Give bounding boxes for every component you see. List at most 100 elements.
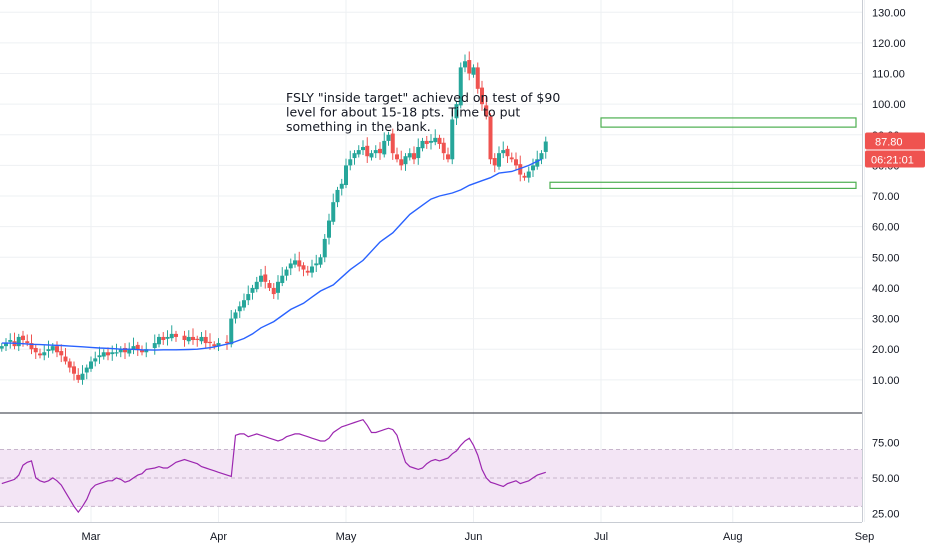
candle-body [369,153,374,158]
candle-body [110,352,115,355]
rsi-pane [0,412,862,514]
candle [16,333,21,352]
candle [195,335,200,347]
candle [386,131,391,146]
candle-body [429,140,433,143]
candle [250,284,255,300]
candle-body [514,159,518,166]
candle-body [463,61,467,68]
candle-body [518,164,523,175]
candle [433,129,438,146]
candle-body [531,165,535,171]
candle [110,345,115,361]
candle [76,368,81,383]
candle-body [505,148,510,157]
candle-body [407,153,412,158]
candle [458,62,463,109]
candle [322,234,327,263]
price-tick-label: 40.00 [872,283,900,295]
candle [446,147,450,163]
candle [157,333,161,348]
candle [403,153,408,171]
candle-body [80,373,85,380]
candle-body [165,336,170,339]
time-tick-label: Mar [82,531,101,543]
candle [271,283,276,299]
candle-body [16,336,21,347]
candle-body [106,352,110,356]
price-tick-label: 30.00 [872,314,900,326]
price-tick-label: 120.00 [872,38,906,50]
candle-body [301,265,306,270]
candle-body [29,343,34,350]
annotation-line: level for about 15-18 pts. Time to put [286,105,520,120]
candle [378,142,382,160]
rsi-line [1,418,546,514]
candle-body [114,352,119,354]
candle-body [454,104,459,119]
candle [382,132,387,158]
candle [365,137,370,163]
candle [59,344,64,363]
candle [497,146,501,170]
candle [191,328,195,345]
candle [229,309,234,348]
candle-body [543,141,548,152]
candle [412,146,416,165]
candle [135,341,140,356]
candle-body [322,238,327,258]
candle [101,349,106,360]
candle [467,51,472,81]
candle-body [59,351,64,356]
candle-body [191,336,195,341]
candle-body [361,147,365,151]
price-tick-label: 130.00 [872,7,906,19]
candle-body [344,165,348,186]
candle-body [475,67,480,89]
candle-body [67,361,72,368]
candle [348,150,353,171]
candle-body [242,300,246,308]
candle [416,138,421,165]
candle [199,332,204,345]
last-price-label: 87.80 [875,137,903,149]
candle-body [140,350,144,353]
candle-body [46,349,51,352]
candle-body [144,349,149,353]
candle [267,279,272,292]
candle-body [386,134,391,141]
candle-body [497,153,501,167]
candle-body [446,154,450,160]
candle-body [271,287,276,295]
last-price-badge [865,132,925,150]
candle-body [450,119,455,160]
candle-body [522,175,527,178]
candle [471,64,476,78]
candle-body [352,153,357,159]
candle [216,338,221,352]
candle-body [161,336,166,341]
candle-body [33,347,38,353]
candle [318,254,323,268]
candle-body [399,159,404,166]
candle [429,134,433,150]
candle-body [412,153,416,160]
candle-body [284,269,289,276]
candle [526,166,531,183]
time-tick-label: Sep [855,531,875,543]
candle [174,330,178,342]
candle [356,145,361,158]
candle-body [93,358,98,362]
candle-body [327,220,331,238]
candle [369,150,374,161]
candle [463,54,467,73]
candle-body [38,353,42,356]
candle-body [471,67,476,75]
candle [242,293,246,311]
candle-body [84,367,89,373]
candle-body [314,263,319,266]
candle [339,178,344,196]
candle [8,333,13,349]
price-tick-label: 70.00 [872,191,900,203]
